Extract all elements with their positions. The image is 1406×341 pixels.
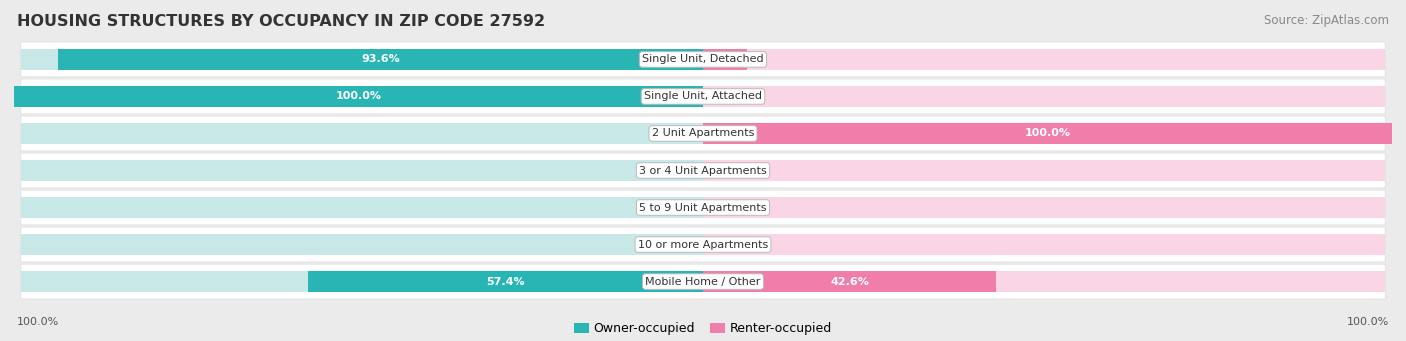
FancyBboxPatch shape (21, 42, 1385, 77)
Text: 57.4%: 57.4% (486, 277, 524, 286)
Bar (58, 49, 703, 70)
Text: Mobile Home / Other: Mobile Home / Other (645, 277, 761, 286)
Text: 0.0%: 0.0% (724, 91, 749, 102)
Text: 10 or more Apartments: 10 or more Apartments (638, 239, 768, 250)
Text: HOUSING STRUCTURES BY OCCUPANCY IN ZIP CODE 27592: HOUSING STRUCTURES BY OCCUPANCY IN ZIP C… (17, 14, 546, 29)
Text: 0.0%: 0.0% (724, 239, 749, 250)
Bar (21, 86, 703, 107)
Text: 0.0%: 0.0% (657, 129, 682, 138)
Text: 6.4%: 6.4% (710, 55, 741, 64)
Bar (21, 234, 703, 255)
Text: 100.0%: 100.0% (1347, 317, 1389, 327)
Bar (703, 123, 1385, 144)
Text: 100.0%: 100.0% (336, 91, 381, 102)
Bar (21, 160, 703, 181)
Bar (14, 86, 703, 107)
Text: 42.6%: 42.6% (831, 277, 869, 286)
Text: 100.0%: 100.0% (17, 317, 59, 327)
Text: Single Unit, Attached: Single Unit, Attached (644, 91, 762, 102)
Bar (703, 197, 1385, 218)
Text: 100.0%: 100.0% (1025, 129, 1070, 138)
Text: 0.0%: 0.0% (724, 203, 749, 212)
Text: Single Unit, Detached: Single Unit, Detached (643, 55, 763, 64)
Bar (21, 271, 703, 292)
Text: 0.0%: 0.0% (657, 203, 682, 212)
Bar (703, 123, 1392, 144)
FancyBboxPatch shape (21, 190, 1385, 225)
FancyBboxPatch shape (21, 79, 1385, 114)
Bar (703, 160, 1385, 181)
Text: 93.6%: 93.6% (361, 55, 399, 64)
Bar (703, 271, 997, 292)
Bar (703, 49, 1385, 70)
FancyBboxPatch shape (21, 264, 1385, 299)
FancyBboxPatch shape (21, 116, 1385, 151)
Text: 2 Unit Apartments: 2 Unit Apartments (652, 129, 754, 138)
Text: 0.0%: 0.0% (657, 239, 682, 250)
Bar (703, 49, 747, 70)
FancyBboxPatch shape (21, 153, 1385, 188)
Legend: Owner-occupied, Renter-occupied: Owner-occupied, Renter-occupied (568, 317, 838, 340)
Text: 5 to 9 Unit Apartments: 5 to 9 Unit Apartments (640, 203, 766, 212)
Bar (21, 197, 703, 218)
Bar (703, 234, 1385, 255)
Bar (703, 86, 1385, 107)
Text: 0.0%: 0.0% (657, 165, 682, 176)
Bar (308, 271, 703, 292)
Bar (21, 49, 703, 70)
Bar (21, 123, 703, 144)
Bar (703, 271, 1385, 292)
Text: Source: ZipAtlas.com: Source: ZipAtlas.com (1264, 14, 1389, 27)
FancyBboxPatch shape (21, 227, 1385, 262)
Text: 0.0%: 0.0% (724, 165, 749, 176)
Text: 3 or 4 Unit Apartments: 3 or 4 Unit Apartments (640, 165, 766, 176)
